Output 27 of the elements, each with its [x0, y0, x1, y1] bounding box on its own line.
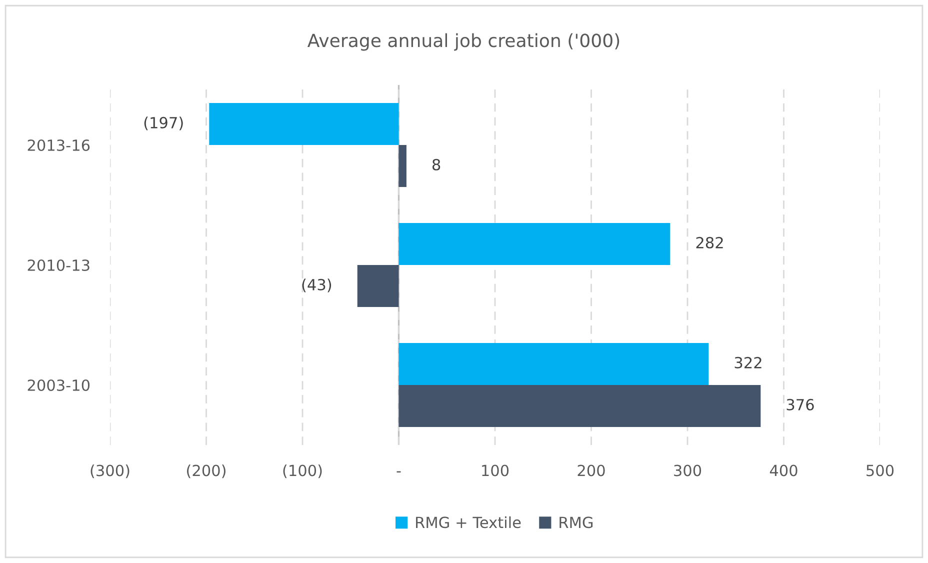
- x-tick-label: 400: [770, 464, 798, 476]
- legend-label: RMG: [560, 516, 593, 528]
- x-tick-label: -: [396, 471, 401, 472]
- x-tick-label: (100): [283, 464, 322, 478]
- y-tick-label: 2003-10: [28, 379, 90, 392]
- y-tick-label: 2013-16: [28, 139, 90, 152]
- x-tick-label: 100: [482, 464, 509, 476]
- x-tick-label: 500: [866, 464, 894, 476]
- data-label: 376: [786, 398, 814, 410]
- bar: [357, 265, 399, 307]
- bar: [398, 145, 406, 187]
- data-label: 8: [432, 158, 440, 170]
- x-tick-label: (200): [187, 464, 226, 478]
- data-label: 282: [696, 236, 723, 248]
- bar: [398, 385, 761, 427]
- data-label: (43): [302, 278, 332, 292]
- y-tick-label: 2010-13: [28, 259, 90, 272]
- bar: [398, 223, 670, 265]
- data-label: 322: [734, 356, 762, 368]
- bar: [209, 103, 399, 145]
- bar: [398, 343, 709, 385]
- x-tick-label: 200: [578, 464, 605, 476]
- x-tick-label: (300): [90, 464, 130, 478]
- x-tick-label: 300: [674, 464, 702, 476]
- data-label: (197): [144, 116, 183, 130]
- legend-label: RMG + Textile: [416, 516, 521, 528]
- chart-title: Average annual job creation ('000): [307, 33, 620, 51]
